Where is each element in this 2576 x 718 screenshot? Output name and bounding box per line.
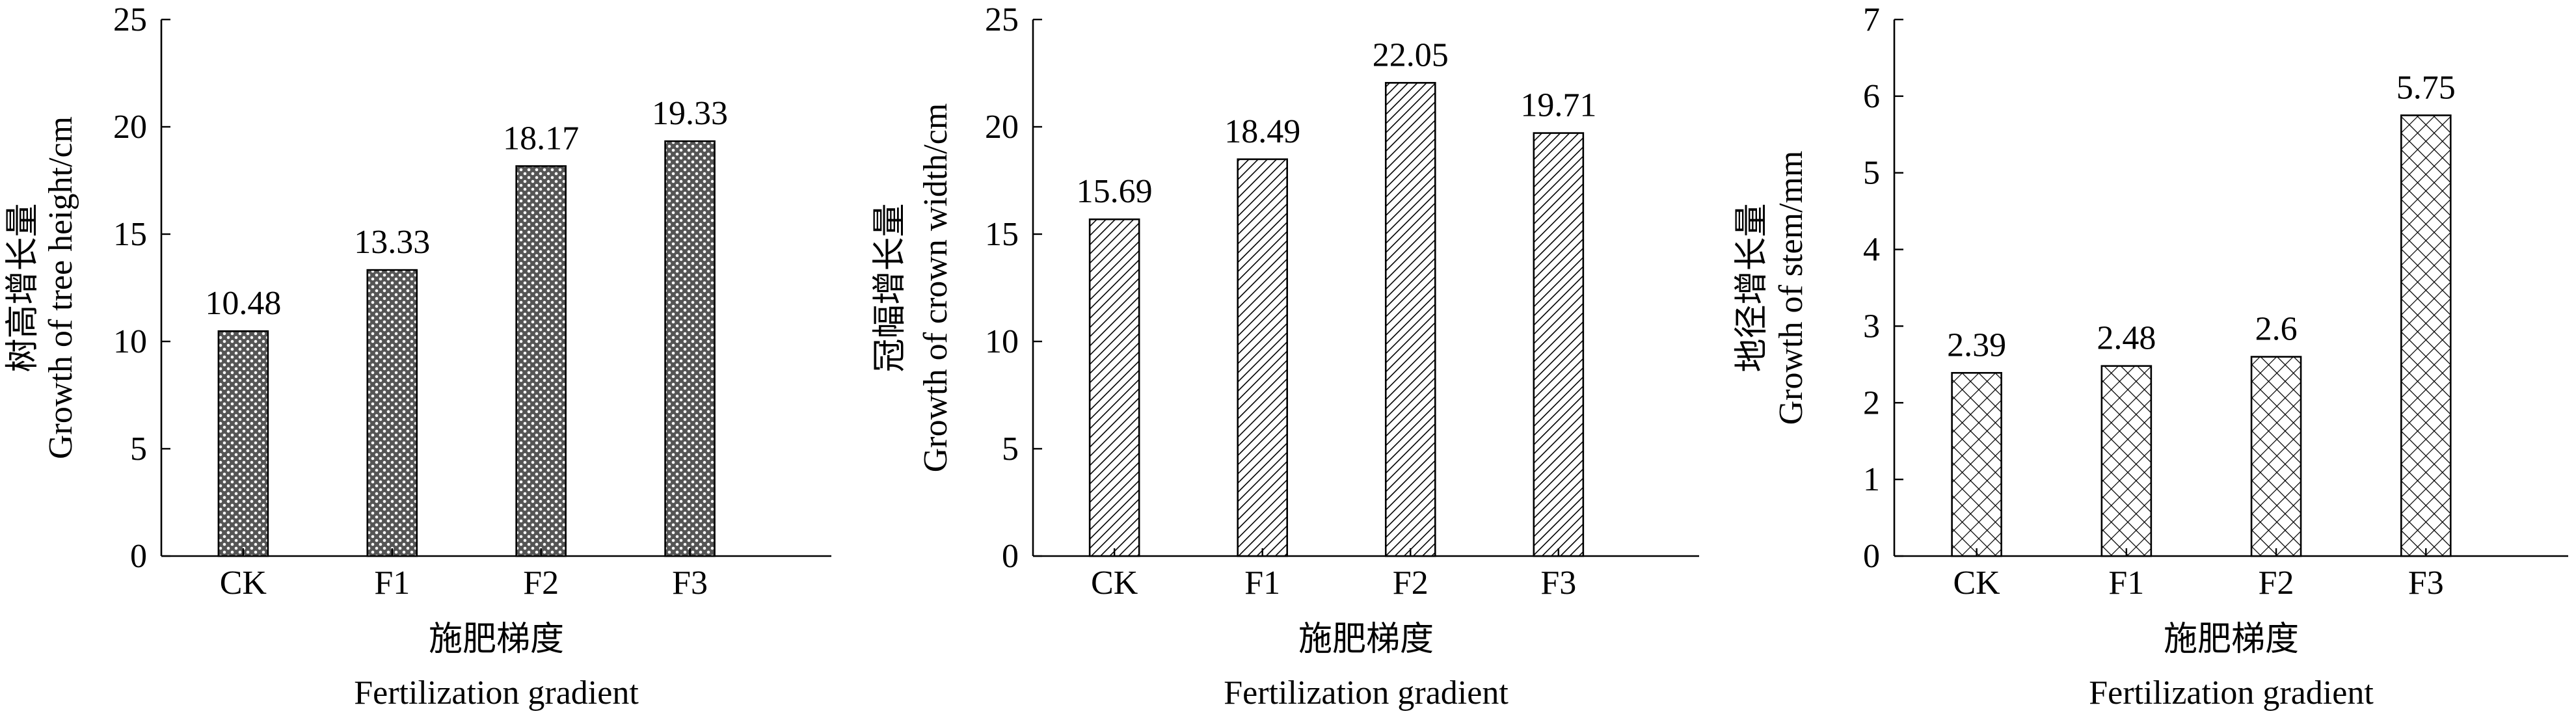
y-tick-label: 5: [1002, 431, 1019, 468]
chart-panel-3: 0 1 2 3 4 5 6 7 CK 2.39 F1 2.48 F2 2.6 F3 5.75 施肥梯度 Ferti…: [1734, 1, 2568, 711]
bar-f3: [2400, 114, 2452, 557]
data-label-ck: 2.39: [1947, 326, 2006, 364]
y-axis-title-cn: 树高增长量: [5, 203, 42, 372]
y-tick-label: 15: [113, 216, 147, 253]
data-label-f1: 2.48: [2097, 320, 2156, 357]
data-label-f1: 18.49: [1224, 113, 1300, 150]
y-tick-label: 1: [1863, 461, 1880, 498]
x-tick-label-f1: F1: [1244, 565, 1280, 602]
x-axis-title-en: Fertilization gradient: [1224, 674, 1509, 711]
bar-f1: [2100, 365, 2153, 557]
x-axis-title-en: Fertilization gradient: [354, 674, 639, 711]
bar-f3: [1533, 132, 1585, 557]
x-tick-label-f1: F1: [2108, 565, 2144, 602]
y-tick-label: 20: [985, 109, 1019, 146]
data-label-f3: 5.75: [2396, 69, 2456, 106]
x-tick-label-ck: CK: [1953, 565, 2000, 602]
bar-f3: [664, 140, 716, 557]
x-tick-label-f3: F3: [672, 565, 708, 602]
chart-panel-1: 0 5 10 15 20 25 CK 10.48 F1 13.33 F2 18.17 F3 19.33 施肥…: [5, 1, 831, 711]
y-tick-label: 7: [1863, 1, 1880, 38]
data-label-ck: 10.48: [205, 285, 281, 322]
y-tick-label: 5: [1863, 155, 1880, 192]
y-tick-label: 6: [1863, 78, 1880, 115]
x-tick-label-f2: F2: [523, 565, 559, 602]
y-axis-title-cn: 冠幅增长量: [872, 203, 909, 372]
x-axis-title-cn: 施肥梯度: [429, 621, 564, 658]
x-tick-label-f2: F2: [1393, 565, 1429, 602]
data-label-f3: 19.71: [1520, 87, 1596, 124]
y-axis-title-en: Growth of crown width/cm: [917, 103, 954, 473]
y-tick-label: 25: [985, 1, 1019, 38]
y-tick-label: 4: [1863, 232, 1880, 269]
x-axis-title-cn: 施肥梯度: [2164, 621, 2299, 658]
bar-ck: [1088, 218, 1140, 557]
y-axis-title-en: Growth of tree height/cm: [42, 116, 79, 459]
data-label-ck: 15.69: [1077, 173, 1153, 210]
bar-f1: [366, 269, 418, 557]
bar-ck: [217, 330, 269, 557]
y-tick-label: 15: [985, 216, 1019, 253]
y-tick-label: 10: [113, 323, 147, 360]
bar-f2: [515, 165, 567, 557]
y-tick-label: 20: [113, 109, 147, 146]
x-tick-label-f3: F3: [1540, 565, 1576, 602]
data-label-f2: 2.6: [2255, 311, 2298, 348]
bar-f2: [2250, 356, 2302, 557]
data-label-f2: 18.17: [503, 120, 579, 157]
x-tick-label-f2: F2: [2259, 565, 2294, 602]
y-tick-label: 5: [130, 431, 147, 468]
data-label-f3: 19.33: [652, 95, 728, 132]
x-tick-label-ck: CK: [1091, 565, 1138, 602]
x-axis-title-cn: 施肥梯度: [1298, 621, 1434, 658]
chart-panels: 0510152025CK10.48F113.33F218.17F319.33施肥…: [5, 1, 2568, 711]
x-axis-title-en: Fertilization gradient: [2089, 674, 2374, 711]
bar-f1: [1237, 158, 1289, 557]
y-tick-label: 2: [1863, 384, 1880, 421]
y-tick-label: 10: [985, 323, 1019, 360]
chart-panel-2: 0 5 10 15 20 25 CK 15.69 F1 18.49 F2 22.05 F3 19.71 施肥…: [872, 1, 1699, 711]
bar-f2: [1384, 82, 1436, 557]
y-tick-label: 0: [1002, 538, 1019, 575]
data-label-f2: 22.05: [1373, 36, 1449, 73]
x-tick-label-f1: F1: [374, 565, 410, 602]
y-tick-label: 3: [1863, 308, 1880, 345]
y-tick-label: 25: [113, 1, 147, 38]
x-tick-label-ck: CK: [220, 565, 267, 602]
x-tick-label-f3: F3: [2408, 565, 2444, 602]
data-label-f1: 13.33: [354, 224, 430, 261]
y-axis-title-cn: 地径增长量: [1734, 203, 1771, 372]
y-axis-title-en: Growth of stem/mm: [1773, 151, 1810, 425]
y-tick-label: 0: [130, 538, 147, 575]
y-tick-label: 0: [1863, 538, 1880, 575]
bar-ck: [1951, 372, 2002, 557]
